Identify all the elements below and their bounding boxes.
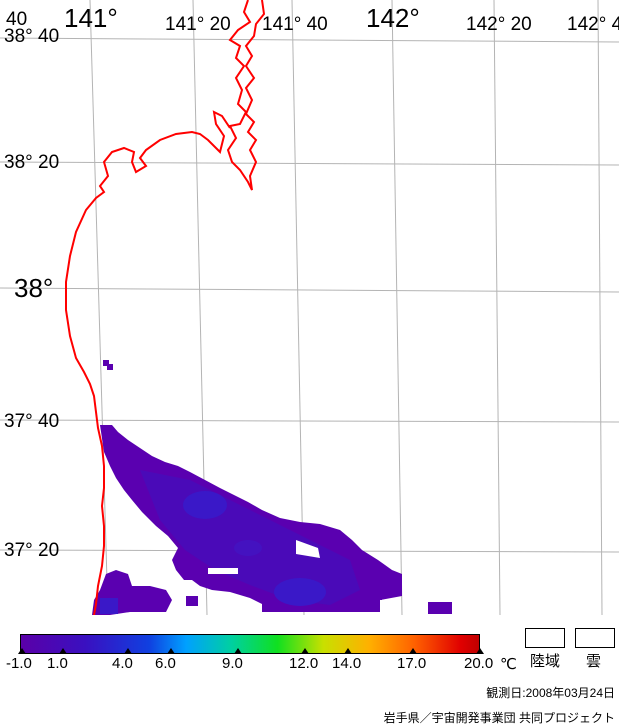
land-legend-box xyxy=(525,628,565,648)
tick-mark-7 xyxy=(409,648,417,654)
tick-label-5: 12.0 xyxy=(289,655,319,672)
lon-label-3: 142° xyxy=(366,3,420,33)
tick-label-2: 4.0 xyxy=(112,655,133,672)
longitude-labels: 141° 141° 20 141° 40 142° 142° 20 142° 4 xyxy=(64,3,619,35)
tick-label-7: 17.0 xyxy=(397,655,427,672)
latitude-labels: 38° 40 38° 20 38° 37° 40 37° 20 xyxy=(4,26,59,561)
temperature-colorbar xyxy=(20,634,480,654)
lat-label-0: 38° 40 xyxy=(4,26,59,47)
lon-label-5: 142° 4 xyxy=(567,14,619,35)
lon-label-1: 141° 20 xyxy=(165,14,231,35)
tick-mark-3 xyxy=(167,648,175,654)
tick-mark-8 xyxy=(476,648,484,654)
lon-label-4: 142° 20 xyxy=(466,14,532,35)
observation-date: 観測日:2008年03月24日 xyxy=(486,686,615,700)
tick-label-4: 9.0 xyxy=(222,655,243,672)
land-legend-label: 陸域 xyxy=(530,653,561,670)
cloud-legend-label: 雲 xyxy=(586,653,602,670)
tick-label-8: 20.0 xyxy=(464,655,494,672)
graticule xyxy=(0,0,619,615)
tick-mark-0 xyxy=(18,648,26,654)
tick-label-0: -1.0 xyxy=(6,655,32,672)
lon-label-2: 141° 40 xyxy=(262,14,328,35)
tick-label-3: 6.0 xyxy=(155,655,176,672)
tick-mark-6 xyxy=(344,648,352,654)
unit-label: ℃ xyxy=(500,656,517,673)
lat-label-1: 38° 20 xyxy=(4,152,59,173)
tick-mark-2 xyxy=(124,648,132,654)
sst-data xyxy=(92,360,452,615)
lon-label-0: 141° xyxy=(64,3,118,33)
tick-mark-4 xyxy=(234,648,242,654)
tick-label-6: 14.0 xyxy=(332,655,362,672)
lat-label-4: 37° 20 xyxy=(4,540,59,561)
corner-label: 40 xyxy=(6,9,28,30)
coastline xyxy=(65,0,266,615)
tick-label-1: 1.0 xyxy=(47,655,68,672)
tick-mark-5 xyxy=(301,648,309,654)
lat-label-2: 38° xyxy=(14,273,53,303)
sst-map: 141° 141° 20 141° 40 142° 142° 20 142° 4 38° … xyxy=(0,0,619,615)
tick-mark-1 xyxy=(59,648,67,654)
lat-label-3: 37° 40 xyxy=(4,411,59,432)
cloud-legend-box xyxy=(575,628,615,648)
credit-line: 岩手県／宇宙開発事業団 共同プロジェクト xyxy=(383,711,615,725)
